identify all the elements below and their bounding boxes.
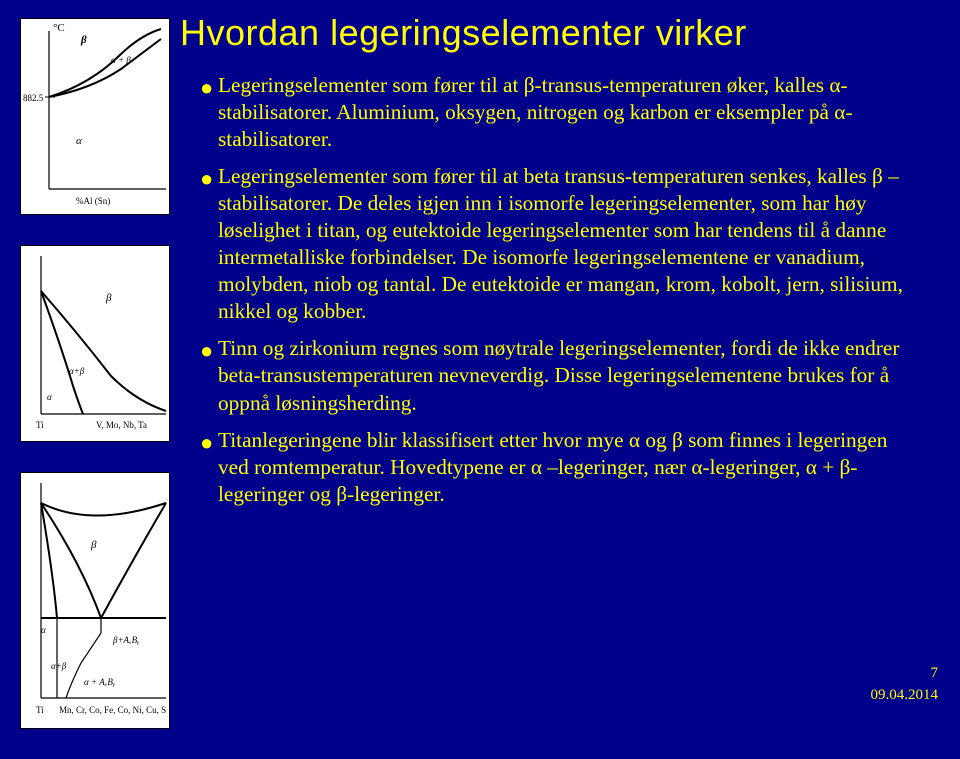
- diagram-alpha-stabilizer: °C 882.5 β α + β α %Al (Sn): [20, 18, 170, 215]
- bullet-item: ● Legeringselementer som fører til at β-…: [200, 72, 920, 153]
- x-left-label: Ti: [36, 420, 44, 430]
- region-beta: β: [105, 292, 112, 304]
- region-alpha: α: [41, 625, 46, 635]
- region-alpha-beta: α+β: [69, 366, 85, 376]
- x-left-label: Ti: [36, 705, 44, 715]
- bullet-icon: ●: [200, 427, 218, 508]
- content-area: ● Legeringselementer som fører til at β-…: [200, 72, 920, 518]
- bullet-item: ● Tinn og zirkonium regnes som nøytrale …: [200, 335, 920, 416]
- slide: Hvordan legeringselementer virker °C 882…: [0, 0, 960, 720]
- diagrams-column: °C 882.5 β α + β α %Al (Sn) β α+β: [20, 18, 170, 759]
- slide-title: Hvordan legeringselementer virker: [180, 12, 747, 54]
- footer-date: 09.04.2014: [871, 687, 939, 704]
- region-beta: β: [90, 539, 97, 551]
- bullet-text: Legeringselementer som fører til at β-tr…: [218, 72, 920, 153]
- y-tick-label: 882.5: [23, 93, 44, 103]
- region-alpha-beta: α + β: [111, 55, 131, 65]
- bullet-icon: ●: [200, 163, 218, 325]
- region-beta-ab: β+AₓBᵧ: [112, 635, 139, 645]
- page-number: 7: [931, 665, 939, 682]
- region-alpha: α: [47, 392, 52, 402]
- bullet-text: Legeringselementer som fører til at beta…: [218, 163, 920, 325]
- bullet-item: ● Legeringselementer som fører til at be…: [200, 163, 920, 325]
- x-right-label: V, Mo, Nb, Ta: [96, 420, 147, 430]
- region-alpha: α: [76, 135, 82, 147]
- region-alpha-beta: α+β: [51, 661, 67, 671]
- region-beta: β: [80, 34, 87, 46]
- bullet-icon: ●: [200, 335, 218, 416]
- bullet-item: ● Titanlegeringene blir klassifisert ett…: [200, 427, 920, 508]
- x-axis-label: %Al (Sn): [76, 196, 110, 206]
- bullet-icon: ●: [200, 72, 218, 153]
- diagram-beta-eutectoid: β α+β α β+AₓBᵧ α + AₓBᵧ Ti Mn, Cr, Co, F…: [20, 472, 170, 729]
- region-alpha-ab: α + AₓBᵧ: [84, 677, 115, 687]
- bullet-text: Tinn og zirkonium regnes som nøytrale le…: [218, 335, 920, 416]
- x-right-label: Mn, Cr, Co, Fe, Co, Ni, Cu, S: [59, 705, 166, 715]
- bullet-text: Titanlegeringene blir klassifisert etter…: [218, 427, 920, 508]
- y-axis-label: °C: [53, 22, 65, 34]
- diagram-beta-isomorphous: β α+β α Ti V, Mo, Nb, Ta: [20, 245, 170, 442]
